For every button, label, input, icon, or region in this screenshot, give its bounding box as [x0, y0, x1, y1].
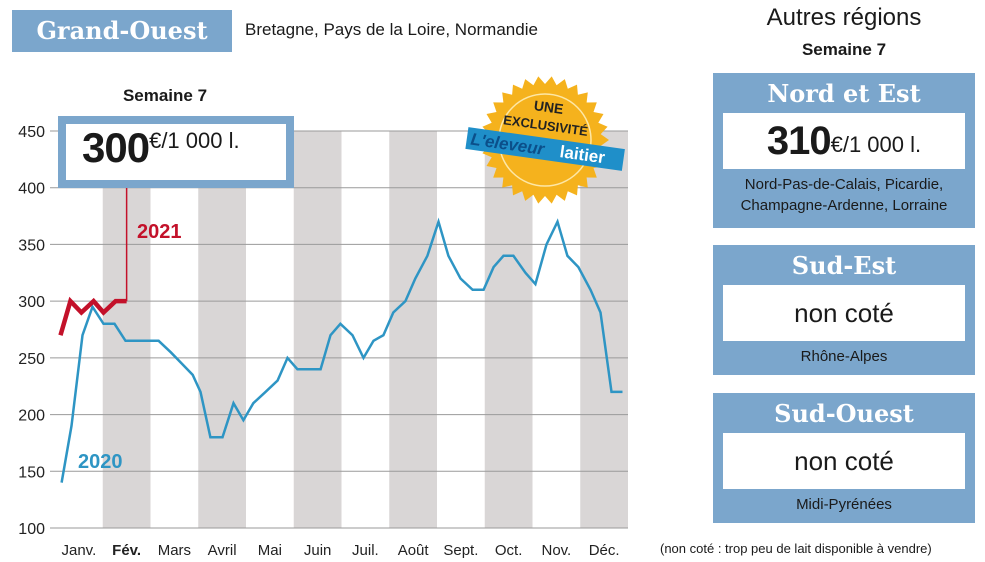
region-area-line: Champagne-Ardenne, Lorraine: [740, 197, 948, 214]
x-tick-label: Août: [398, 542, 430, 559]
y-tick-label: 150: [18, 464, 45, 481]
y-tick-label: 100: [18, 521, 45, 538]
region-name: Sud-Est: [791, 251, 897, 280]
x-tick-label: Sept.: [443, 542, 478, 559]
month-band: [293, 131, 342, 528]
x-tick-label: Mai: [258, 542, 282, 559]
x-tick-label: Oct.: [495, 542, 523, 559]
x-tick-label: Janv.: [62, 542, 97, 559]
region-price: non coté: [723, 433, 965, 489]
region-price-value: 310: [766, 118, 832, 163]
series-line-2021: [58, 296, 127, 336]
badge-line1: UNE: [533, 97, 565, 117]
region-card-nord-est: Nord et Est 310 €/1 000 l. Nord-Pas-de-Ca…: [713, 73, 975, 228]
x-tick-label: Juil.: [352, 542, 379, 559]
region-areas: Rhône-Alpes: [723, 341, 965, 367]
region-price: non coté: [723, 285, 965, 341]
region-price: 310 €/1 000 l.: [723, 113, 965, 169]
month-band: [389, 131, 437, 528]
week-label: Semaine 7: [122, 86, 208, 105]
current-price-box: 300€/1 000 l.: [58, 116, 294, 188]
other-regions-week: Semaine 7: [801, 40, 887, 59]
y-tick-label: 250: [18, 351, 45, 368]
region-areas: Midi-Pyrénées: [723, 489, 965, 515]
x-tick-label: Déc.: [589, 542, 620, 559]
region-card-sud-ouest: Sud-Ouest non coté Midi-Pyrénées: [713, 393, 975, 523]
month-band: [198, 131, 246, 528]
region-subtitle: Bretagne, Pays de la Loire, Normandie: [245, 20, 538, 39]
y-tick-label: 300: [18, 294, 45, 311]
region-area-line: Nord-Pas-de-Calais, Picardie,: [744, 176, 944, 193]
region-areas: Nord-Pas-de-Calais, Picardie, Champagne-…: [723, 169, 965, 216]
region-name: Nord et Est: [767, 79, 921, 108]
series-label-2021: 2021: [137, 221, 182, 243]
y-tick-label: 450: [18, 124, 45, 141]
region-price-unit: €/1 000 l.: [830, 132, 922, 157]
x-tick-label: Mars: [158, 542, 191, 559]
region-name: Sud-Ouest: [774, 399, 914, 428]
current-price-unit: €/1 000 l.: [149, 128, 240, 153]
other-regions-title: Autres régions: [766, 4, 922, 31]
series-line-2020: [60, 217, 623, 483]
month-band: [580, 131, 628, 528]
series-label-2020: 2020: [78, 451, 123, 473]
exclusive-badge: UNE EXCLUSIVITÉ L'eleveur laitier: [465, 76, 625, 204]
x-tick-label: Fév.: [112, 542, 141, 559]
region-price-value: non coté: [794, 297, 894, 328]
region-title: Grand-Ouest: [12, 10, 232, 52]
region-area-line: Midi-Pyrénées: [796, 496, 892, 513]
y-tick-label: 350: [18, 237, 45, 254]
region-card-sud-est: Sud-Est non coté Rhône-Alpes: [713, 245, 975, 375]
region-area-line: Rhône-Alpes: [800, 348, 888, 365]
footnote: (non coté : trop peu de lait disponible …: [660, 541, 932, 556]
x-tick-label: Juin: [304, 542, 332, 559]
x-tick-label: Avril: [208, 542, 237, 559]
current-price-value: 300: [82, 124, 150, 171]
x-tick-label: Nov.: [542, 542, 572, 559]
y-tick-label: 200: [18, 408, 45, 425]
y-tick-label: 400: [18, 181, 45, 198]
region-price-value: non coté: [794, 445, 894, 476]
